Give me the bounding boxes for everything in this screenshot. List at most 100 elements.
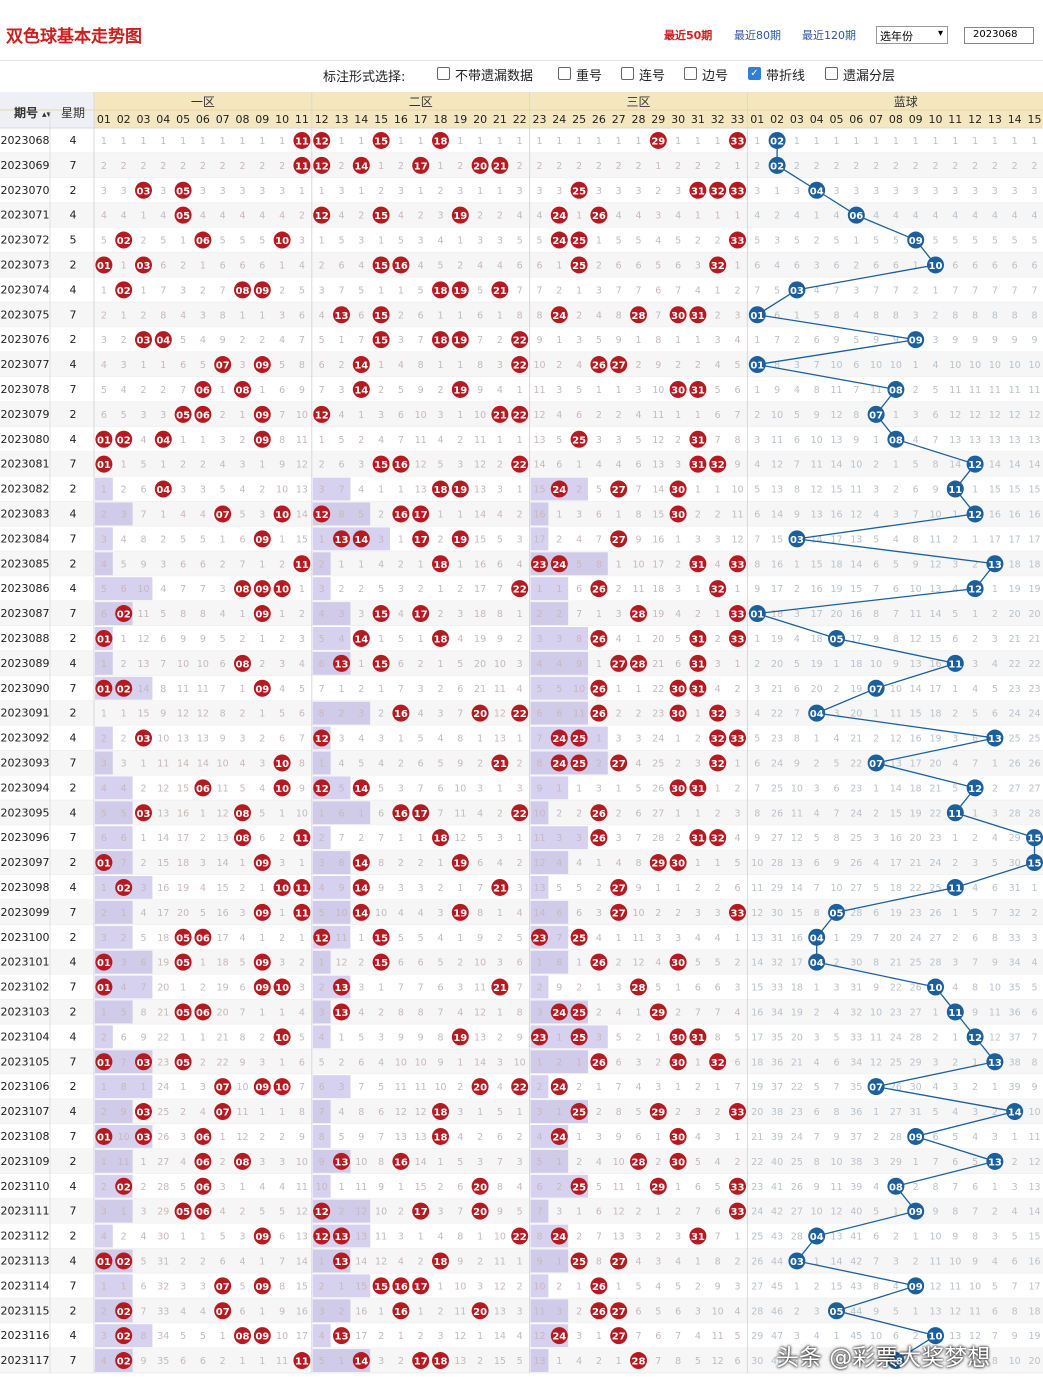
option-checkbox-no-omission[interactable] [437, 67, 450, 80]
week-cell: 7 [70, 831, 77, 844]
red-ball [451, 530, 469, 548]
red-ball-number: 23 [533, 560, 547, 571]
omission-cell: 3 [913, 410, 919, 421]
zone-count-bar [312, 826, 331, 850]
omission-cell: 10 [276, 1331, 288, 1342]
omission-cell: 4 [319, 883, 325, 894]
omission-cell: 3 [279, 958, 285, 969]
omission-cell: 15 [217, 883, 229, 894]
omission-cell: 2 [200, 833, 206, 844]
omission-cell: 3 [457, 1107, 463, 1118]
option-label-no-omission[interactable]: 不带遗漏数据 [455, 69, 534, 84]
omission-cell: 12 [989, 410, 1001, 421]
option-checkbox-repeat[interactable] [558, 67, 571, 80]
table-row [0, 775, 1043, 801]
omission-cell: 5 [121, 410, 127, 421]
omission-cell: 1 [457, 559, 463, 570]
option-label-consecutive[interactable]: 连号 [639, 69, 666, 84]
option-label-repeat[interactable]: 重号 [576, 69, 603, 84]
col-header-issue[interactable]: 期号 [14, 105, 38, 120]
red-ball-number: 32 [711, 186, 725, 197]
omission-cell: 9 [932, 1207, 938, 1218]
red-ball [550, 754, 568, 772]
omission-cell: 5 [972, 908, 978, 919]
red-ball-number: 31 [691, 385, 705, 396]
omission-cell: 3 [497, 1057, 503, 1068]
blue-col-header: 13 [988, 113, 1002, 126]
red-ball [95, 455, 113, 473]
omission-cell: 6 [140, 485, 146, 496]
omission-cell: 6 [477, 310, 483, 321]
option-checkbox-consecutive[interactable] [621, 67, 634, 80]
omission-cell: 2 [319, 460, 325, 471]
omission-cell: 15 [296, 534, 308, 545]
omission-cell: 1 [437, 510, 443, 521]
red-ball-number: 03 [137, 1108, 151, 1119]
omission-cell: 5 [754, 485, 760, 496]
omission-cell: 1 [319, 236, 325, 247]
red-ball-number: 32 [711, 261, 725, 272]
red-col-header: 02 [117, 113, 131, 126]
omission-cell: 3 [239, 908, 245, 919]
omission-cell: 1 [715, 783, 721, 794]
option-checkbox-layered[interactable] [825, 67, 838, 80]
omission-cell: 6 [873, 908, 879, 919]
period-link-50[interactable]: 最近50期 [664, 29, 713, 42]
red-ball [689, 181, 707, 199]
omission-cell: 4 [1031, 211, 1037, 222]
omission-cell: 9 [497, 1207, 503, 1218]
omission-cell: 28 [910, 1032, 922, 1043]
period-link-120[interactable]: 最近120期 [802, 29, 856, 42]
omission-cell: 3 [180, 485, 186, 496]
red-ball [372, 1277, 390, 1295]
red-ball-number: 25 [572, 435, 586, 446]
red-ball [214, 1078, 232, 1096]
year-select[interactable]: 选年份 ▾ [876, 26, 948, 44]
omission-cell: 1 [140, 211, 146, 222]
omission-cell: 7 [398, 983, 404, 994]
red-ball [669, 505, 687, 523]
omission-cell: 18 [771, 609, 783, 620]
blue-col-header: 08 [889, 113, 903, 126]
option-label-edge[interactable]: 边号 [702, 69, 729, 84]
omission-cell: 1 [576, 783, 582, 794]
omission-cell: 1 [457, 360, 463, 371]
omission-cell: 1 [358, 410, 364, 421]
omission-cell: 4 [814, 1057, 820, 1068]
option-checkbox-edge[interactable] [684, 67, 697, 80]
blue-ball-number: 02 [770, 136, 784, 147]
sort-icon[interactable]: ▴▾ [42, 110, 52, 120]
omission-cell: 21 [652, 659, 664, 670]
omission-cell: 20 [474, 659, 486, 670]
omission-cell: 2 [259, 485, 265, 496]
table-row [0, 202, 1043, 228]
omission-cell: 18 [177, 858, 189, 869]
option-label-layered[interactable]: 遗漏分层 [843, 69, 896, 84]
omission-cell: 1 [734, 759, 740, 770]
omission-cell: 7 [833, 1082, 839, 1093]
red-ball [194, 380, 212, 398]
omission-cell: 2 [358, 684, 364, 695]
omission-cell: 3 [319, 584, 325, 595]
option-checkbox-polyline[interactable]: ✓ [748, 67, 761, 80]
option-label-polyline[interactable]: 带折线 [766, 69, 806, 84]
omission-cell: 1 [992, 136, 998, 147]
omission-cell: 1 [279, 1008, 285, 1019]
omission-cell: 6 [695, 1182, 701, 1193]
red-ball [432, 555, 449, 573]
red-ball [95, 1252, 113, 1270]
omission-cell: 3 [635, 1232, 641, 1243]
omission-cell: 6 [338, 261, 344, 272]
omission-cell: 3 [378, 410, 384, 421]
omission-cell: 11 [415, 435, 427, 446]
red-ball-number: 22 [513, 361, 527, 372]
omission-cell: 12 [335, 958, 347, 969]
omission-cell: 6 [853, 360, 859, 371]
omission-cell: 10 [454, 1281, 466, 1292]
omission-cell: 1 [715, 136, 721, 147]
red-ball [115, 1177, 133, 1195]
period-link-80[interactable]: 最近80期 [734, 29, 781, 42]
issue-input[interactable]: 2023068 [964, 27, 1034, 44]
omission-cell: 3 [536, 1107, 542, 1118]
omission-cell: 3 [140, 1207, 146, 1218]
